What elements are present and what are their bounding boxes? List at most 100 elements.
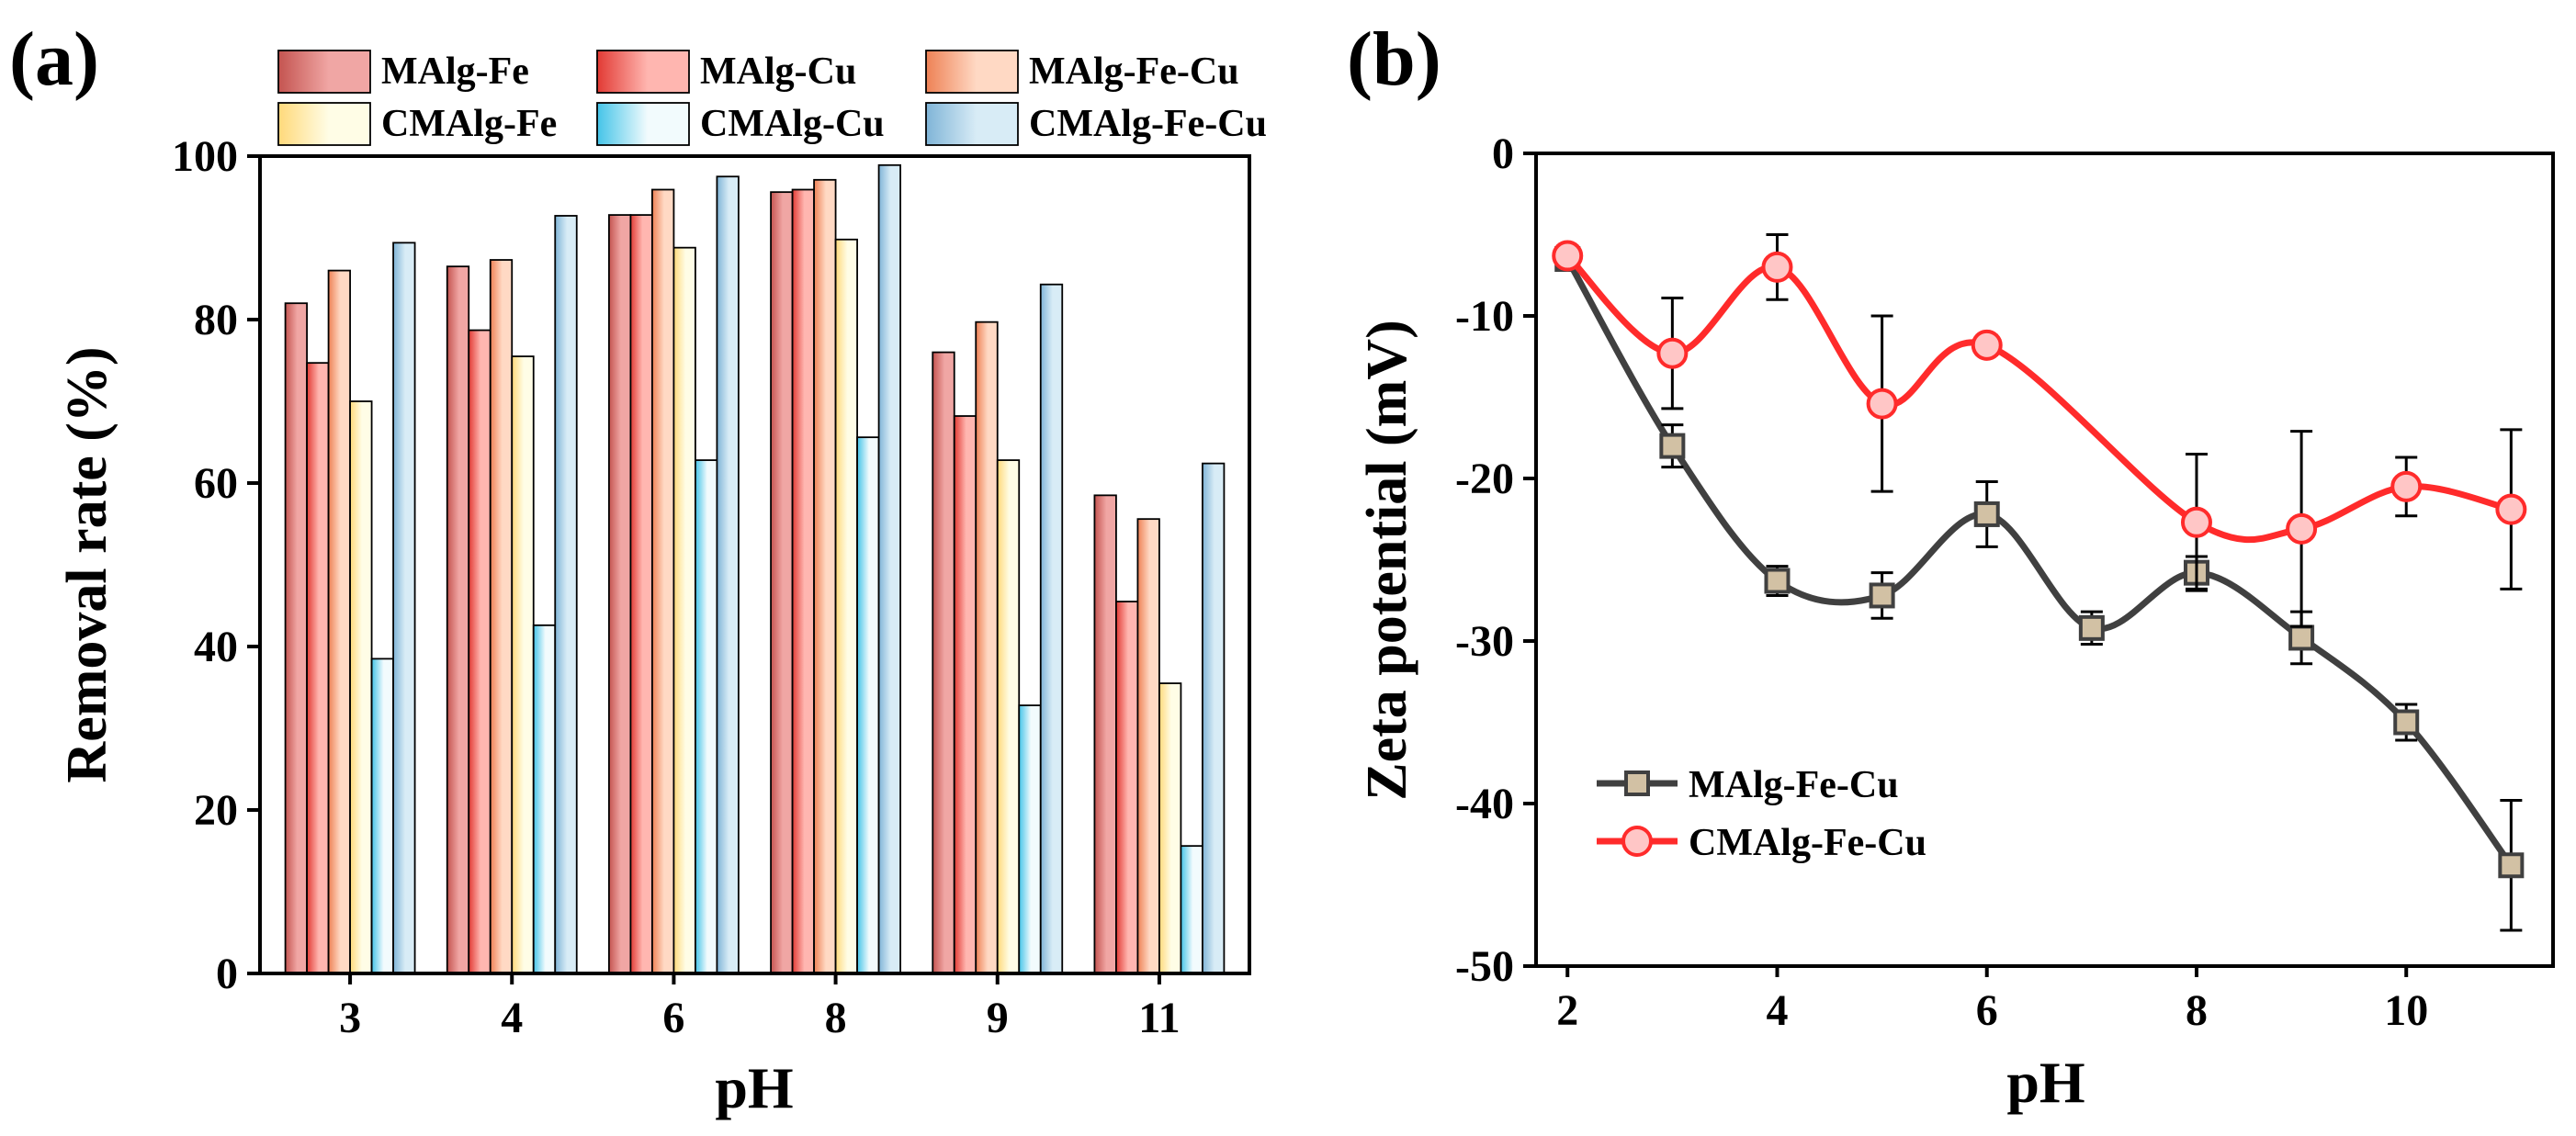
bar-malg-fe-ph-9 <box>932 351 955 974</box>
legend-marker-malg-fe-cu <box>1624 770 1650 796</box>
x-tick-label-6: 6 <box>662 994 684 1042</box>
bar-cmalg-fe-ph-4 <box>511 355 535 974</box>
legend-label-cmalg-fe: CMAlg-Fe <box>381 103 557 145</box>
x-tick-label-10: 10 <box>2384 986 2428 1035</box>
bar-cmalg-fe-ph-11 <box>1158 682 1182 974</box>
bar-cmalg-fe-cu-ph-11 <box>1202 462 1226 974</box>
line-malg-fe-cu <box>1565 257 2514 868</box>
bar-malg-fe-ph-3 <box>284 302 308 974</box>
bar-malg-fe-cu-ph-9 <box>975 321 999 974</box>
panel-b-x-ticks: 2 4 6 8 10 <box>1556 966 2428 1035</box>
bar-malg-cu-ph-6 <box>629 214 653 974</box>
bar-malg-fe-ph-6 <box>608 214 632 974</box>
bar-malg-cu-ph-4 <box>468 329 491 974</box>
y-tick-label--10: -10 <box>1455 292 1514 341</box>
legend-swatch-malg-cu <box>596 50 690 94</box>
bar-malg-fe-ph-4 <box>446 265 470 974</box>
bar-cmalg-cu-ph-8 <box>856 436 880 974</box>
point-malg-fe-cu-ph-4 <box>1764 568 1791 594</box>
legend-label-cmalg-fe-cu: CMAlg-Fe-Cu <box>1029 103 1267 145</box>
y-tick-label-100: 100 <box>172 132 238 181</box>
bar-cmalg-fe-cu-ph-9 <box>1039 283 1064 974</box>
point-cmalg-fe-cu-ph-3 <box>1656 337 1689 369</box>
bar-cmalg-cu-ph-6 <box>695 459 718 974</box>
series-malg-fe-cu <box>1554 246 2525 932</box>
point-cmalg-fe-cu-ph-9 <box>2286 512 2318 545</box>
legend-swatch-cmalg-fe-cu <box>925 102 1019 146</box>
panel-b-series <box>1552 233 2527 932</box>
x-tick-label-9: 9 <box>987 994 1009 1042</box>
legend-label-malg-fe-cu: MAlg-Fe-Cu <box>1029 51 1239 93</box>
bar-malg-fe-cu-ph-6 <box>651 188 675 974</box>
x-tick-label-6: 6 <box>1976 986 1998 1035</box>
bar-cmalg-fe-cu-ph-3 <box>392 242 416 974</box>
bar-malg-cu-ph-8 <box>791 188 815 974</box>
bar-malg-fe-ph-8 <box>770 191 794 974</box>
panel-b-label: (b) <box>1347 17 1441 102</box>
y-tick-label-0: 0 <box>216 950 238 998</box>
bar-malg-fe-cu-ph-8 <box>813 178 837 974</box>
bar-cmalg-fe-cu-ph-4 <box>554 215 578 974</box>
legend-swatch-cmalg-cu <box>596 102 690 146</box>
point-malg-fe-cu-ph-3 <box>1659 433 1686 459</box>
point-cmalg-fe-cu-ph-8 <box>2180 506 2212 538</box>
point-cmalg-fe-cu-ph-6 <box>1971 329 2003 361</box>
panel-a-x-ticks: 3 4 6 8 9 11 <box>339 973 1181 1042</box>
legend-label-malg-fe: MAlg-Fe <box>381 51 529 93</box>
bar-cmalg-cu-ph-4 <box>532 624 557 974</box>
legend-marker-cmalg-fe-cu <box>1621 826 1653 857</box>
panel-a-y-ticks: 0 20 40 60 80 100 <box>172 132 260 998</box>
y-tick-label--50: -50 <box>1455 942 1514 991</box>
y-tick-label-0: 0 <box>1492 129 1514 178</box>
x-tick-label-11: 11 <box>1138 994 1180 1042</box>
bar-cmalg-fe-ph-3 <box>349 400 373 974</box>
y-tick-label--20: -20 <box>1455 455 1514 503</box>
panel-a-plot-frame <box>258 154 1251 975</box>
point-cmalg-fe-cu-ph-10 <box>2390 470 2423 502</box>
bar-malg-fe-cu-ph-3 <box>327 269 351 974</box>
panel-a-bars <box>284 163 1226 974</box>
y-tick-label-60: 60 <box>194 459 238 508</box>
legend-swatch-malg-fe-cu <box>925 50 1019 94</box>
point-malg-fe-cu-ph-9 <box>2288 624 2315 651</box>
bar-cmalg-cu-ph-9 <box>1018 704 1042 974</box>
bar-cmalg-cu-ph-11 <box>1180 845 1203 974</box>
point-malg-fe-cu-ph-6 <box>1973 501 2000 527</box>
panel-a-label: (a) <box>9 17 99 102</box>
bar-cmalg-fe-cu-ph-6 <box>716 175 740 974</box>
x-tick-label-3: 3 <box>339 994 361 1042</box>
point-cmalg-fe-cu-ph-11 <box>2495 493 2527 525</box>
legend-label-cmalg-fe-cu: CMAlg-Fe-Cu <box>1689 822 1926 864</box>
panel-a-x-axis-label: pH <box>715 1055 793 1120</box>
point-malg-fe-cu-ph-10 <box>2393 709 2420 736</box>
y-tick-label-20: 20 <box>194 786 238 835</box>
point-malg-fe-cu-ph-11 <box>2498 852 2525 879</box>
bar-malg-fe-ph-11 <box>1093 494 1117 974</box>
bar-cmalg-fe-ph-9 <box>996 459 1021 974</box>
x-tick-label-2: 2 <box>1556 986 1578 1035</box>
x-tick-label-8: 8 <box>825 994 847 1042</box>
x-tick-label-4: 4 <box>501 994 523 1042</box>
bar-malg-fe-cu-ph-4 <box>489 259 514 974</box>
bar-cmalg-fe-cu-ph-8 <box>877 163 901 974</box>
series-cmalg-fe-cu <box>1552 233 2527 628</box>
legend-swatch-cmalg-fe <box>277 102 371 146</box>
point-malg-fe-cu-ph-7 <box>2078 614 2105 641</box>
x-tick-label-8: 8 <box>2186 986 2208 1035</box>
y-tick-label-40: 40 <box>194 623 238 671</box>
legend-label-cmalg-cu: CMAlg-Cu <box>700 103 885 145</box>
panel-b-y-axis-label: Zeta potential (mV) <box>1356 320 1418 800</box>
point-cmalg-fe-cu-ph-4 <box>1761 251 1793 283</box>
legend-label-malg-cu: MAlg-Cu <box>700 51 856 93</box>
panel-a: (a) MAlg-Fe MAlg-Cu MAlg-Fe-Cu CMAlg-Fe CMAl… <box>9 17 1267 1120</box>
y-tick-label--40: -40 <box>1455 780 1514 828</box>
panel-a-legend: MAlg-Fe MAlg-Cu MAlg-Fe-Cu CMAlg-Fe CMAlg-Cu… <box>277 50 1267 146</box>
panel-b-legend: MAlg-Fe-Cu CMAlg-Fe-Cu <box>1597 764 1926 864</box>
x-tick-label-4: 4 <box>1766 986 1788 1035</box>
bar-cmalg-fe-ph-8 <box>834 238 858 974</box>
bar-cmalg-fe-ph-6 <box>672 246 696 974</box>
bar-cmalg-cu-ph-3 <box>370 658 394 974</box>
bar-malg-cu-ph-9 <box>953 415 977 974</box>
y-tick-label--30: -30 <box>1455 617 1514 666</box>
point-malg-fe-cu-ph-5 <box>1869 582 1895 609</box>
